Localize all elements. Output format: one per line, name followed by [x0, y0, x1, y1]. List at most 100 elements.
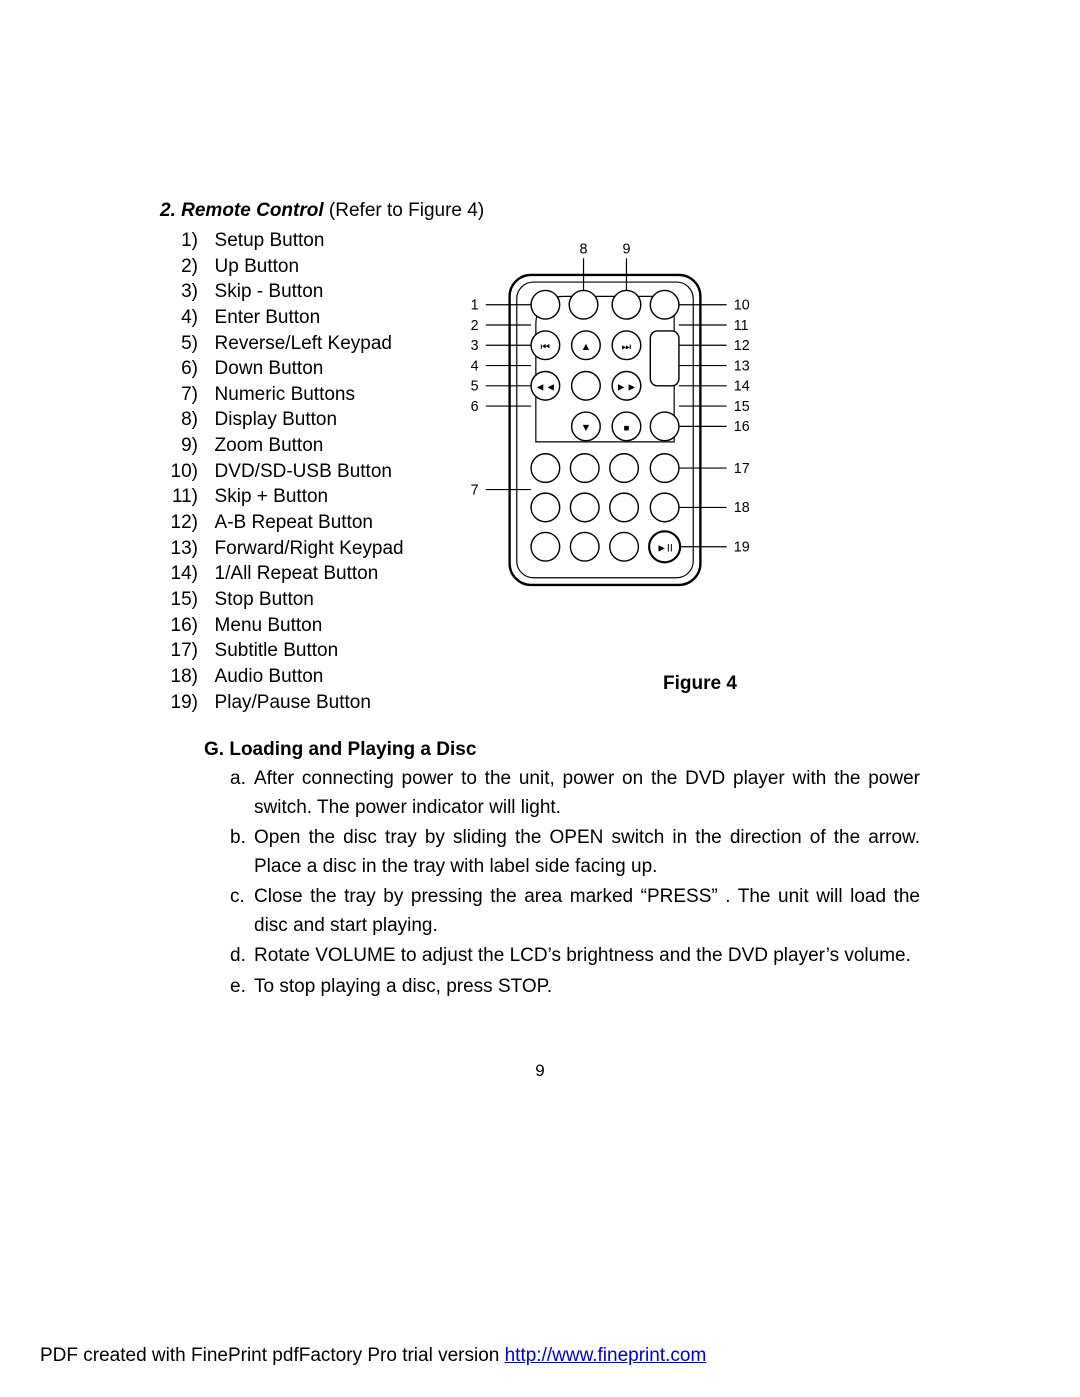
svg-text:15: 15 — [734, 399, 750, 415]
page-content: 2. Remote Control (Refer to Figure 4) 1)… — [160, 200, 920, 1081]
section-refer: (Refer to Figure 4) — [329, 200, 484, 221]
list-index: 17) — [160, 638, 204, 664]
list-index: 10) — [160, 459, 204, 485]
list-index: 11) — [160, 484, 204, 510]
svg-text:⏮: ⏮ — [541, 341, 551, 353]
list-label: Forward/Right Keypad — [204, 536, 404, 562]
list-item: 1) Setup Button — [160, 228, 450, 254]
section-g: G. Loading and Playing a Disc a.After co… — [160, 739, 920, 1001]
list-label: Numeric Buttons — [204, 382, 355, 408]
list-label: Stop Button — [204, 587, 314, 613]
list-item: 8) Display Button — [160, 407, 450, 433]
step-item: e.To stop playing a disc, press STOP. — [230, 973, 920, 1002]
list-item: 16) Menu Button — [160, 613, 450, 639]
button-list: 1) Setup Button2) Up Button3) Skip - But… — [160, 228, 450, 715]
step-text: Close the tray by pressing the area mark… — [254, 883, 920, 940]
footer-link[interactable]: http://www.fineprint.com — [505, 1345, 707, 1366]
footer-prefix: PDF created with FinePrint pdfFactory Pr… — [40, 1345, 505, 1366]
svg-text:18: 18 — [734, 500, 750, 516]
list-label: Down Button — [204, 356, 323, 382]
list-index: 2) — [160, 254, 204, 280]
list-index: 14) — [160, 561, 204, 587]
step-item: c.Close the tray by pressing the area ma… — [230, 883, 920, 940]
step-letter: a. — [230, 765, 254, 822]
svg-text:6: 6 — [471, 399, 479, 415]
list-index: 3) — [160, 279, 204, 305]
step-text: To stop playing a disc, press STOP. — [254, 973, 920, 1002]
svg-text:■: ■ — [624, 423, 630, 434]
list-label: Up Button — [204, 254, 299, 280]
step-text: Open the disc tray by sliding the OPEN s… — [254, 824, 920, 881]
list-item: 6) Down Button — [160, 356, 450, 382]
svg-text:5: 5 — [471, 379, 479, 395]
list-index: 6) — [160, 356, 204, 382]
list-label: Skip + Button — [204, 484, 328, 510]
svg-text:17: 17 — [734, 461, 750, 477]
section-title: 2. Remote Control (Refer to Figure 4) — [160, 200, 920, 222]
list-index: 9) — [160, 433, 204, 459]
list-index: 16) — [160, 613, 204, 639]
section-number: 2. — [160, 200, 176, 221]
svg-text:▲: ▲ — [581, 341, 592, 353]
list-label: Reverse/Left Keypad — [204, 331, 392, 357]
list-index: 15) — [160, 587, 204, 613]
section-g-steps: a.After connecting power to the unit, po… — [230, 765, 920, 1001]
svg-text:►II: ►II — [656, 543, 673, 555]
list-item: 11) Skip + Button — [160, 484, 450, 510]
list-label: 1/All Repeat Button — [204, 561, 378, 587]
list-label: Skip - Button — [204, 279, 323, 305]
svg-text:14: 14 — [734, 379, 750, 395]
step-item: d.Rotate VOLUME to adjust the LCD’s brig… — [230, 942, 920, 971]
list-label: Audio Button — [204, 664, 323, 690]
svg-text:12: 12 — [734, 338, 750, 354]
list-index: 7) — [160, 382, 204, 408]
svg-text:10: 10 — [734, 298, 750, 314]
list-item: 9) Zoom Button — [160, 433, 450, 459]
svg-text:7: 7 — [471, 482, 479, 498]
list-index: 13) — [160, 536, 204, 562]
svg-text:1: 1 — [471, 298, 479, 314]
svg-text:13: 13 — [734, 358, 750, 374]
list-item: 5) Reverse/Left Keypad — [160, 331, 450, 357]
step-item: b.Open the disc tray by sliding the OPEN… — [230, 824, 920, 881]
list-index: 12) — [160, 510, 204, 536]
section-name: Remote Control — [181, 200, 324, 221]
svg-text:16: 16 — [734, 419, 750, 435]
step-text: After connecting power to the unit, powe… — [254, 765, 920, 822]
list-label: Menu Button — [204, 613, 322, 639]
svg-text:►►: ►► — [616, 382, 637, 394]
list-item: 7) Numeric Buttons — [160, 382, 450, 408]
list-label: Play/Pause Button — [204, 690, 371, 716]
list-index: 18) — [160, 664, 204, 690]
list-item: 14) 1/All Repeat Button — [160, 561, 450, 587]
section-g-title: G. Loading and Playing a Disc — [204, 739, 920, 761]
list-label: Subtitle Button — [204, 638, 338, 664]
figure-caption: Figure 4 — [480, 673, 920, 695]
footer: PDF created with FinePrint pdfFactory Pr… — [40, 1345, 706, 1367]
list-item: 10) DVD/SD-USB Button — [160, 459, 450, 485]
list-item: 2) Up Button — [160, 254, 450, 280]
svg-text:8: 8 — [580, 241, 588, 257]
list-label: Display Button — [204, 407, 337, 433]
svg-text:▼: ▼ — [581, 422, 592, 434]
list-index: 4) — [160, 305, 204, 331]
step-item: a.After connecting power to the unit, po… — [230, 765, 920, 822]
svg-text:9: 9 — [622, 241, 630, 257]
step-letter: c. — [230, 883, 254, 940]
list-item: 17) Subtitle Button — [160, 638, 450, 664]
list-label: Setup Button — [204, 228, 324, 254]
list-index: 1) — [160, 228, 204, 254]
list-item: 4) Enter Button — [160, 305, 450, 331]
list-item: 3) Skip - Button — [160, 279, 450, 305]
svg-text:2: 2 — [471, 318, 479, 334]
list-item: 18) Audio Button — [160, 664, 450, 690]
list-item: 13) Forward/Right Keypad — [160, 536, 450, 562]
step-letter: d. — [230, 942, 254, 971]
content-row: 1) Setup Button2) Up Button3) Skip - But… — [160, 228, 920, 715]
list-label: A-B Repeat Button — [204, 510, 373, 536]
list-item: 12) A-B Repeat Button — [160, 510, 450, 536]
remote-diagram: ⏮ ▲ ⏭ ◄◄ ►► ▼ ■ — [450, 228, 760, 608]
svg-text:19: 19 — [734, 540, 750, 556]
page-number: 9 — [160, 1061, 920, 1081]
list-index: 8) — [160, 407, 204, 433]
